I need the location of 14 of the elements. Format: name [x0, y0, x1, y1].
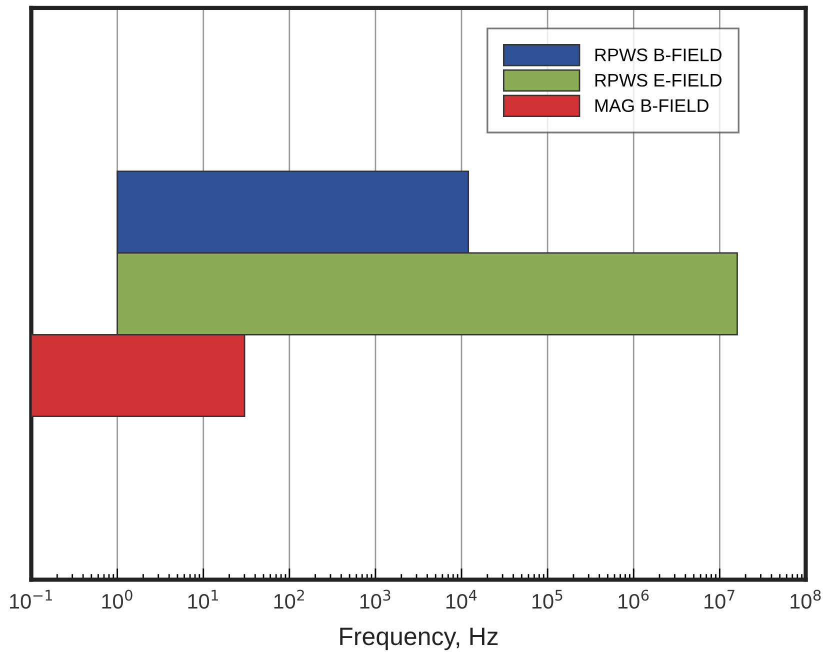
legend-label: RPWS E-FIELD [595, 74, 722, 87]
x-tick-label: 10$^{2}$ [274, 590, 304, 609]
x-tick-label: 10$^{6}$ [618, 590, 649, 609]
legend-label: MAG B-FIELD [595, 99, 708, 112]
x-axis-title: Frequency, Hz [340, 628, 498, 650]
x-tick-label: 10$^{1}$ [188, 590, 218, 609]
x-tick-label: 10$^{5}$ [532, 590, 562, 609]
x-tick-label: 10$^{−1}$ [10, 590, 52, 609]
x-tick-label: 10$^{7}$ [704, 590, 734, 609]
x-tick-label: 10$^{0}$ [102, 590, 132, 609]
legend-label: RPWS B-FIELD [595, 48, 722, 62]
x-tick-label: 10$^{3}$ [360, 590, 390, 609]
x-tick-label: 10$^{4}$ [446, 590, 477, 609]
x-tick-label: 10$^{8}$ [790, 590, 821, 609]
